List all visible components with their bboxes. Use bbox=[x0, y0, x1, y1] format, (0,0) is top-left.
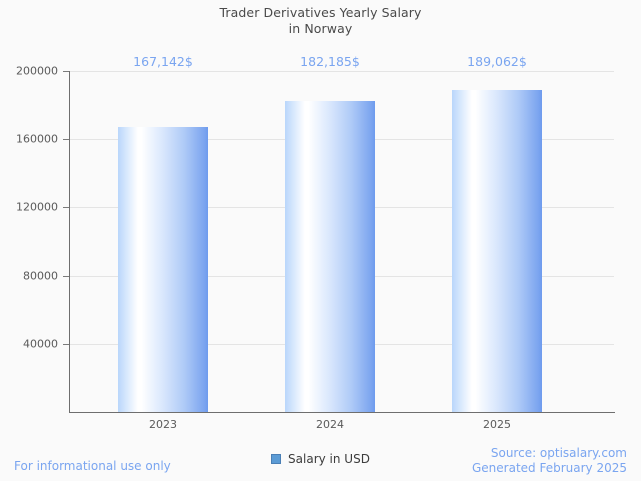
footer-attribution: Source: optisalary.com Generated Februar… bbox=[472, 446, 627, 476]
y-tick-mark-120000 bbox=[63, 207, 69, 208]
y-tick-label-200000: 200000 bbox=[16, 64, 58, 78]
x-tick-label-2024: 2024 bbox=[316, 418, 344, 431]
footer-disclaimer: For informational use only bbox=[14, 459, 171, 473]
gridline-200000 bbox=[70, 71, 614, 72]
footer-generated: Generated February 2025 bbox=[471, 461, 627, 475]
legend-item-salary-in-usd[interactable]: Salary in USD bbox=[271, 452, 370, 466]
y-tick-mark-80000 bbox=[63, 276, 69, 277]
y-tick-mark-160000 bbox=[63, 139, 69, 140]
y-axis-line bbox=[69, 71, 70, 413]
y-tick-mark-200000 bbox=[63, 71, 69, 72]
value-label-2023: 167,142$ bbox=[133, 54, 193, 69]
x-tick-label-2025: 2025 bbox=[483, 418, 511, 431]
y-tick-label-160000: 160000 bbox=[16, 132, 58, 146]
value-label-2024: 182,185$ bbox=[300, 54, 360, 69]
footer-source: Source: optisalary.com bbox=[490, 446, 627, 460]
value-label-2025: 189,062$ bbox=[467, 54, 527, 69]
x-tick-label-2023: 2023 bbox=[149, 418, 177, 431]
y-tick-label-40000: 40000 bbox=[23, 337, 58, 351]
chart-legend: Salary in USD bbox=[0, 452, 641, 466]
chart-title-line-1: Trader Derivatives Yearly Salary bbox=[219, 5, 422, 20]
y-tick-label-120000: 120000 bbox=[16, 200, 58, 214]
legend-item-label: Salary in USD bbox=[288, 452, 370, 466]
bar-2025 bbox=[452, 90, 542, 412]
chart-title-line-2: in Norway bbox=[288, 21, 353, 36]
y-tick-mark-40000 bbox=[63, 344, 69, 345]
chart-title: Trader Derivatives Yearly Salary in Norw… bbox=[0, 5, 641, 37]
bar-2023 bbox=[118, 127, 208, 412]
x-axis-line bbox=[69, 412, 615, 413]
bar-2024 bbox=[285, 101, 375, 412]
legend-swatch-icon bbox=[271, 454, 282, 464]
y-tick-label-80000: 80000 bbox=[23, 269, 58, 283]
plot-area bbox=[70, 71, 614, 412]
